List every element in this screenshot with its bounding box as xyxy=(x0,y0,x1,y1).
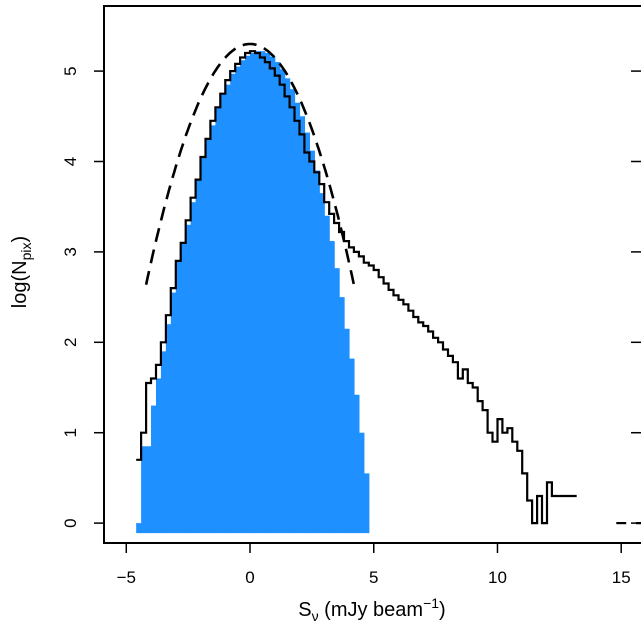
histogram-bar xyxy=(190,202,197,534)
outline-histogram-step xyxy=(136,50,577,525)
y-tick-label: 1 xyxy=(61,428,80,437)
y-tick-label: 2 xyxy=(61,338,80,347)
y-axis-label-close: ) xyxy=(9,236,31,243)
histogram-bar xyxy=(220,93,226,534)
histogram-bar xyxy=(269,56,276,534)
histogram-bar xyxy=(254,51,261,534)
histogram-bar xyxy=(200,156,207,534)
x-tick-label: 0 xyxy=(245,568,254,587)
y-axis-label-sub: pix xyxy=(18,242,34,260)
histogram-bar xyxy=(225,84,231,534)
x-tick-label: 5 xyxy=(369,568,378,587)
x-axis-label-sup: −1 xyxy=(423,595,439,611)
x-axis-label-close: ) xyxy=(439,599,446,621)
x-tick-label: −5 xyxy=(117,568,136,587)
outline-histogram-step xyxy=(636,522,641,525)
histogram-bar xyxy=(245,55,251,534)
histogram-bar xyxy=(165,324,172,534)
histogram-bar xyxy=(344,328,350,534)
histogram-bar xyxy=(151,405,157,534)
histogram-bar xyxy=(185,224,192,534)
histogram-bar xyxy=(180,242,187,534)
y-tick-label: 3 xyxy=(61,247,80,256)
y-axis-label: log(Npix) xyxy=(9,236,34,308)
histogram-bar xyxy=(170,292,177,534)
histogram-bar xyxy=(160,351,167,534)
histogram-bar xyxy=(339,297,345,534)
histogram-bar xyxy=(329,241,335,534)
histogram-bar xyxy=(175,260,182,534)
histogram-bar xyxy=(334,268,340,534)
histogram-bar xyxy=(274,62,281,534)
histogram-bar xyxy=(215,107,221,534)
histogram-bar xyxy=(284,78,291,534)
histogram-bar xyxy=(289,89,296,534)
histogram-bar xyxy=(250,53,256,534)
histogram-bar xyxy=(240,60,246,534)
histogram-bar xyxy=(264,53,271,534)
y-tick-label: 4 xyxy=(61,157,80,166)
histogram-bar xyxy=(230,73,236,534)
x-tick-label: 10 xyxy=(488,568,507,587)
histogram-bar xyxy=(324,215,330,534)
histogram-bar xyxy=(309,150,315,534)
histogram-bar xyxy=(259,51,266,534)
histogram-bar xyxy=(136,523,142,534)
gaussian-curve-layer xyxy=(144,42,357,291)
histogram-bar xyxy=(141,446,147,534)
histogram-bar xyxy=(279,69,286,534)
plot-frame xyxy=(103,5,641,544)
histogram-bar xyxy=(353,394,360,534)
filled-histogram-layer xyxy=(136,51,370,534)
histogram-bar xyxy=(314,170,320,534)
histogram-bar xyxy=(319,193,325,534)
histogram-bar xyxy=(146,446,152,534)
x-axis-label-main: S xyxy=(298,599,311,621)
histogram-bar xyxy=(210,125,216,534)
histogram-bar xyxy=(294,102,301,534)
y-tick-label: 0 xyxy=(61,518,80,527)
outline-histogram-layer xyxy=(136,50,641,525)
histogram-bar xyxy=(155,378,162,534)
x-axis-label: Sν (mJy beam−1) xyxy=(298,595,445,624)
histogram-bar xyxy=(358,432,365,534)
y-axis: 0 1 2 3 4 5 xyxy=(61,66,641,528)
gaussian-fit-curve xyxy=(144,42,357,291)
histogram-bar xyxy=(235,66,241,534)
histogram-bar xyxy=(195,179,202,534)
histogram-bar xyxy=(304,132,310,534)
histogram-bar xyxy=(299,116,306,534)
histogram-bar xyxy=(348,358,355,534)
x-axis-label-rest: (mJy beam xyxy=(319,599,423,621)
x-tick-label: 15 xyxy=(612,568,631,587)
histogram-bar xyxy=(363,473,370,534)
x-axis-label-sub: ν xyxy=(312,608,319,624)
y-tick-label: 5 xyxy=(61,66,80,75)
histogram-bar xyxy=(205,138,212,534)
y-axis-label-main: log(N xyxy=(9,260,31,308)
x-axis: −5 0 5 10 15 xyxy=(117,543,631,587)
